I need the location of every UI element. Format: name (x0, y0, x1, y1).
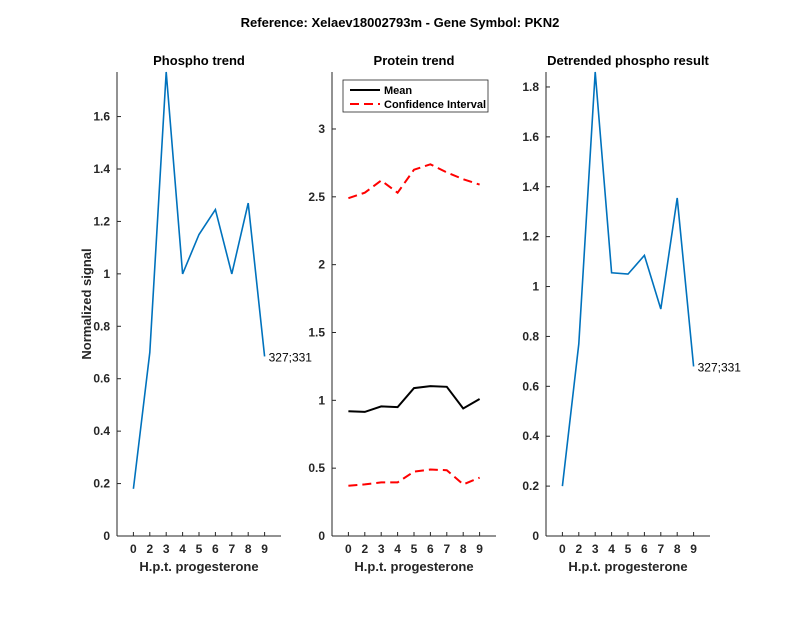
panel-2-y-tick-label: 1.5 (308, 325, 325, 339)
panel-1-x-axis-label: H.p.t. progesterone (139, 559, 258, 574)
panel-3-x-tick-label: 4 (608, 542, 615, 556)
panel-2-legend-entry: Mean (384, 85, 412, 97)
panel-3-y-tick-label: 0.4 (522, 429, 539, 443)
panel-3-title: Detrended phospho result (547, 53, 709, 68)
panel-1-x-tick-label: 8 (245, 542, 252, 556)
panel-3-x-tick-label: 0 (559, 542, 566, 556)
panel-1-y-tick-label: 0.2 (93, 477, 110, 491)
panel-1-x-tick-label: 0 (130, 542, 137, 556)
panel-1-y-tick-label: 0.4 (93, 424, 110, 438)
panel-1-x-tick-label: 5 (196, 542, 203, 556)
panel-1-y-tick-label: 0.8 (93, 319, 110, 333)
panel-2-x-tick-label: 4 (394, 542, 401, 556)
panel-1-y-tick-label: 1.2 (93, 214, 110, 228)
panel-3-y-tick-label: 1 (532, 280, 539, 294)
panel-3-x-tick-label: 7 (657, 542, 664, 556)
panel-3-y-tick-label: 1.4 (522, 180, 539, 194)
panel-2-x-tick-label: 8 (460, 542, 467, 556)
panel-2-x-tick-label: 0 (345, 542, 352, 556)
panel-1-x-tick-label: 2 (146, 542, 153, 556)
panel-1-series-annotation: 327;331 (269, 350, 313, 364)
panel-2-series-line-mean (348, 385, 481, 413)
panel-3-x-tick-label: 5 (625, 542, 632, 556)
panel-3-x-tick-label: 6 (641, 542, 648, 556)
panel-3-y-tick-label: 1.8 (522, 80, 539, 94)
panel-3-x-tick-label: 3 (592, 542, 599, 556)
panel-1-y-axis-label: Normalized signal (79, 248, 94, 359)
panel-2-y-tick-label: 3 (318, 122, 325, 136)
panel-2-series-line-confidence-interval-upper (348, 163, 480, 200)
panel-1-x-tick-label: 7 (228, 542, 235, 556)
panel-1-series-line-327-331 (132, 71, 266, 489)
panel-2-x-tick-label: 3 (378, 542, 385, 556)
figure-suptitle: Reference: Xelaev18002793m - Gene Symbol… (241, 15, 560, 30)
panel-3-series-annotation: 327;331 (698, 360, 742, 374)
panel-2-legend-box (342, 79, 489, 113)
panel-3-x-tick-label: 9 (690, 542, 697, 556)
panel-3-series-line-327-331 (561, 71, 695, 487)
panel-1-x-tick-label: 6 (212, 542, 219, 556)
panel-3-y-tick-label: 0.2 (522, 479, 539, 493)
panel-3-y-tick-label: 1.2 (522, 230, 539, 244)
panel-1-x-tick-label: 9 (261, 542, 268, 556)
panel-2-series-line-confidence-interval-lower (348, 468, 480, 487)
panel-1-y-tick-label: 0 (103, 529, 110, 543)
panel-1-y-tick-label: 0.6 (93, 372, 110, 386)
panel-2-y-tick-label: 1 (318, 393, 325, 407)
panel-2-x-tick-label: 5 (411, 542, 418, 556)
panel-2-y-tick-label: 0 (318, 529, 325, 543)
panel-3-x-tick-label: 2 (575, 542, 582, 556)
panel-1-title: Phospho trend (153, 53, 245, 68)
panel-2-legend-entry: Confidence Interval (384, 99, 486, 111)
panel-2-x-tick-label: 2 (361, 542, 368, 556)
panel-3-x-axis-label: H.p.t. progesterone (568, 559, 687, 574)
panel-2-x-tick-label: 7 (443, 542, 450, 556)
panel-1-y-tick-label: 1.4 (93, 162, 110, 176)
panel-2-y-tick-label: 0.5 (308, 461, 325, 475)
panel-2-y-tick-label: 2 (318, 258, 325, 272)
panel-1-y-tick-label: 1.6 (93, 110, 110, 124)
panel-3-y-tick-label: 0.6 (522, 379, 539, 393)
panel-1-x-tick-label: 3 (163, 542, 170, 556)
panel-3-y-tick-label: 1.6 (522, 130, 539, 144)
panel-2-x-tick-label: 6 (427, 542, 434, 556)
panel-1-y-tick-label: 1 (103, 267, 110, 281)
panel-3-y-tick-label: 0.8 (522, 329, 539, 343)
panel-1-x-tick-label: 4 (179, 542, 186, 556)
panel-2-x-axis-label: H.p.t. progesterone (354, 559, 473, 574)
panel-2-title: Protein trend (374, 53, 455, 68)
panel-3-y-tick-label: 0 (532, 529, 539, 543)
panel-3-x-tick-label: 8 (674, 542, 681, 556)
panel-2-x-tick-label: 9 (476, 542, 483, 556)
panel-2-y-tick-label: 2.5 (308, 190, 325, 204)
